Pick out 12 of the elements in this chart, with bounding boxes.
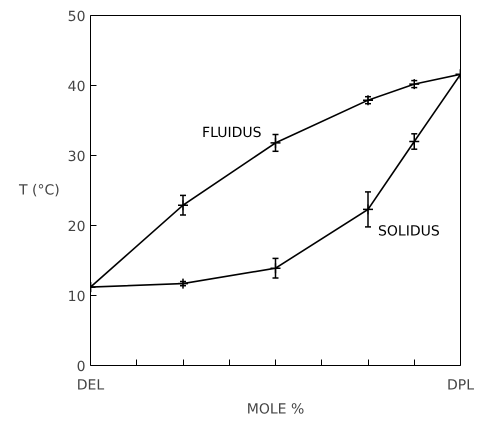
y-tick-label: 40 (68, 79, 86, 95)
y-tick-label: 30 (68, 149, 86, 165)
y-tick-label: 0 (76, 359, 86, 375)
series-label: FLUIDUS (202, 124, 262, 141)
x-tick-label: DEL (76, 378, 104, 394)
series-label: SOLIDUS (378, 223, 440, 240)
y-tick-label: 50 (68, 9, 86, 25)
y-tick-label: 20 (68, 219, 86, 235)
x-tick-label: DPL (446, 378, 474, 394)
y-axis-title: T (°C) (18, 182, 60, 198)
x-axis-title: MOLE % (246, 402, 304, 418)
y-tick-label: 10 (68, 289, 86, 305)
